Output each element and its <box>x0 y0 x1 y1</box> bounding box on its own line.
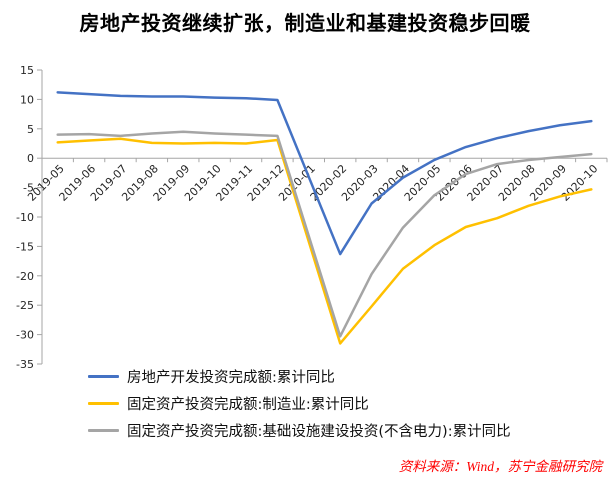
y-tick-label: -25 <box>16 299 34 312</box>
y-tick-label: -10 <box>16 211 34 224</box>
legend-line-swatch-manufacturing <box>88 401 119 405</box>
legend-label-manufacturing: 固定资产投资完成额:制造业:累计同比 <box>127 396 369 413</box>
y-tick-label: -5 <box>23 182 34 195</box>
y-tick-label: 5 <box>27 123 34 136</box>
y-tick-label: 15 <box>20 64 34 77</box>
legend-item-infrastructure: 固定资产投资完成额:基础设施建设投资(不含电力):累计同比 <box>88 422 511 440</box>
series-line-0 <box>56 91 593 256</box>
legend-item-real-estate: 房地产开发投资完成额:累计同比 <box>88 368 511 386</box>
legend-line-swatch-real-estate <box>88 374 119 378</box>
y-tick-label: -20 <box>16 270 34 283</box>
series-line-2 <box>56 130 593 338</box>
source-note: 资料来源：Wind，苏宁金融研究院 <box>398 459 602 474</box>
legend-item-manufacturing: 固定资产投资完成额:制造业:累计同比 <box>88 395 511 413</box>
chart-title: 房地产投资继续扩张，制造业和基建投资稳步回暖 <box>79 11 531 35</box>
series-line-1 <box>56 137 593 345</box>
y-tick-label: -35 <box>16 358 34 371</box>
y-tick-label: -15 <box>16 240 34 253</box>
legend-line-swatch-infrastructure <box>88 428 119 432</box>
legend-label-infrastructure: 固定资产投资完成额:基础设施建设投资(不含电力):累计同比 <box>127 423 511 440</box>
legend-label-real-estate: 房地产开发投资完成额:累计同比 <box>127 369 335 386</box>
y-tick-label: 10 <box>20 93 34 106</box>
y-tick-label: -30 <box>16 329 34 342</box>
legend: 房地产开发投资完成额:累计同比 固定资产投资完成额:制造业:累计同比 固定资产投… <box>88 368 511 449</box>
y-tick-label: 0 <box>27 152 34 165</box>
